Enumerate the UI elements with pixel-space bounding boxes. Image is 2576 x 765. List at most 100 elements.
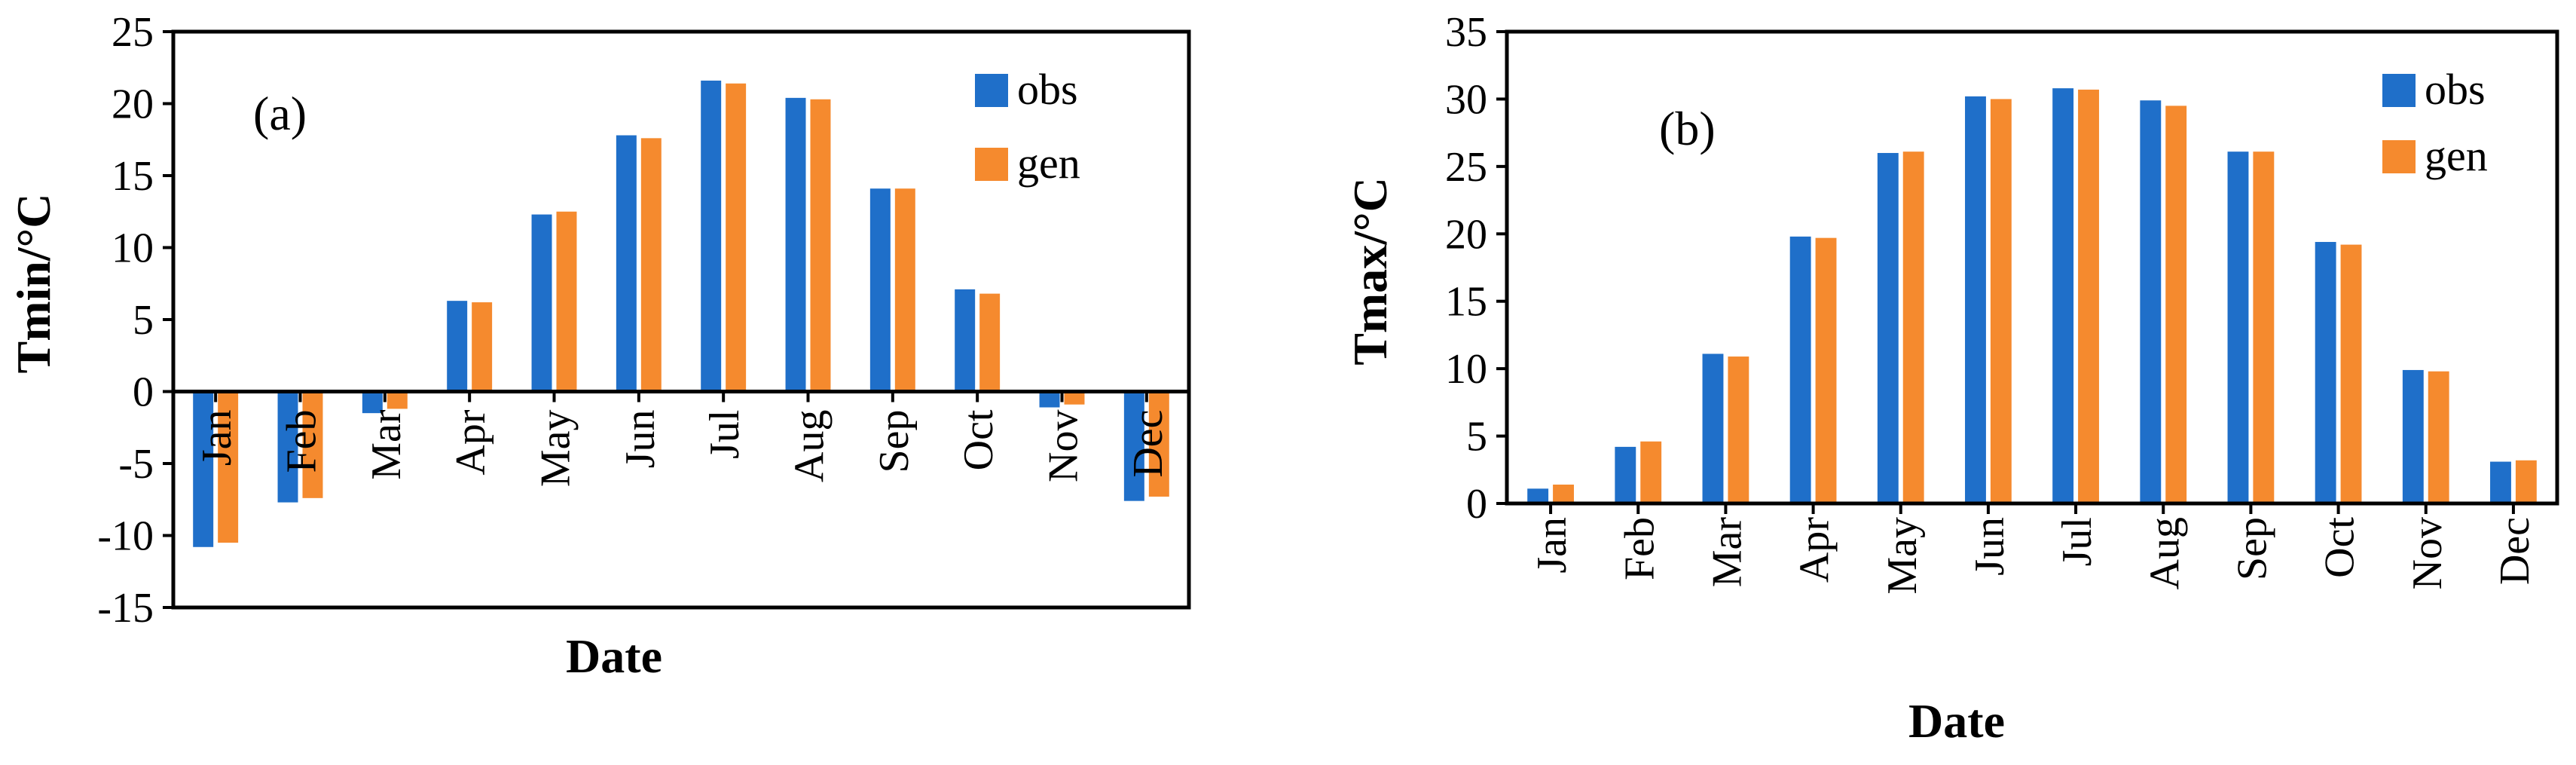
bar-gen-apr bbox=[1815, 237, 1837, 503]
legend-label-gen: gen bbox=[1017, 139, 1080, 188]
panel-b-tick-labels: 0 5 10 15 20 25 30 35 bbox=[1445, 9, 1487, 528]
bar-obs-may bbox=[531, 214, 552, 392]
bar-gen-aug bbox=[2165, 106, 2187, 503]
category-label-mar: Mar bbox=[1704, 517, 1750, 588]
panel-a-label: (a) bbox=[253, 87, 307, 140]
bar-gen-apr bbox=[472, 302, 493, 392]
category-label-jan: Jan bbox=[1529, 517, 1575, 574]
bar-obs-feb bbox=[277, 391, 298, 503]
bar-obs-may bbox=[1877, 152, 1899, 503]
category-label-aug: Aug bbox=[787, 410, 833, 482]
plot-frame bbox=[171, 29, 1191, 610]
category-label-may: May bbox=[1879, 517, 1926, 595]
y-tick-label: 0 bbox=[1466, 481, 1487, 528]
bar-obs-oct bbox=[2315, 242, 2336, 503]
y-tick-label: 5 bbox=[1466, 414, 1487, 461]
bar-obs-jan bbox=[193, 391, 214, 547]
bar-obs-mar bbox=[362, 391, 383, 414]
category-label-apr: Apr bbox=[1792, 517, 1838, 583]
panel-b-x-axis-label: Date bbox=[1908, 694, 2005, 748]
legend-swatch-gen bbox=[2382, 140, 2416, 173]
bar-obs-jan bbox=[1527, 488, 1549, 503]
category-label-jul: Jul bbox=[701, 410, 748, 459]
bar-gen-oct bbox=[979, 293, 1001, 392]
panel-b-legend: obs gen bbox=[2382, 65, 2488, 180]
bar-gen-feb bbox=[302, 391, 323, 498]
panel-a-bars bbox=[193, 80, 1169, 547]
bar-obs-apr bbox=[447, 301, 468, 392]
panel-a-y-axis-label: Tmin/°C bbox=[7, 194, 60, 374]
bar-gen-jan bbox=[1553, 484, 1574, 503]
category-label-apr: Apr bbox=[448, 409, 494, 475]
y-tick-label: -15 bbox=[97, 585, 154, 632]
panel-a-legend: obs gen bbox=[975, 65, 1080, 188]
bar-gen-jan bbox=[218, 391, 239, 543]
bar-obs-feb bbox=[1615, 446, 1636, 503]
panel-b-category-labels: Jan Feb Mar Apr May Jun Jul Aug Sep Oct Nov Dec bbox=[1529, 517, 2538, 595]
category-label-aug: Aug bbox=[2141, 517, 2188, 589]
bar-gen-nov bbox=[1064, 391, 1085, 405]
category-label-nov: Nov bbox=[2404, 517, 2451, 589]
bar-gen-aug bbox=[810, 99, 831, 392]
category-label-nov: Nov bbox=[1040, 410, 1087, 482]
bar-gen-nov bbox=[2428, 371, 2449, 503]
bar-gen-mar bbox=[387, 391, 408, 409]
category-label-jun: Jun bbox=[617, 410, 664, 469]
panel-b-y-axis-label: Tmax/°C bbox=[1343, 177, 1397, 366]
legend-swatch-gen bbox=[975, 148, 1008, 181]
category-label-dec: Dec bbox=[1125, 410, 1172, 478]
y-tick-label: 10 bbox=[1445, 346, 1487, 393]
bar-gen-may bbox=[556, 211, 577, 392]
panel-a-axes bbox=[163, 29, 1191, 610]
category-label-jul: Jul bbox=[2054, 517, 2101, 566]
y-tick-label: 0 bbox=[133, 369, 154, 416]
bar-obs-aug bbox=[785, 97, 806, 392]
y-tick-label: 25 bbox=[112, 9, 154, 56]
y-tick-label: 15 bbox=[112, 153, 154, 200]
category-label-sep: Sep bbox=[871, 410, 918, 473]
bar-gen-sep bbox=[2253, 151, 2275, 503]
y-tick-label: -10 bbox=[97, 513, 154, 560]
category-label-oct: Oct bbox=[955, 409, 1002, 470]
y-tick-label: 5 bbox=[133, 297, 154, 344]
bar-obs-jul bbox=[2052, 88, 2074, 504]
bar-obs-sep bbox=[869, 188, 891, 392]
legend-swatch-obs bbox=[2382, 74, 2416, 107]
bar-obs-sep bbox=[2227, 151, 2249, 503]
bar-gen-dec bbox=[1148, 391, 1169, 497]
bar-gen-oct bbox=[2340, 244, 2362, 503]
category-label-may: May bbox=[533, 410, 579, 488]
category-label-dec: Dec bbox=[2492, 517, 2538, 585]
panel-a-category-labels: Jan Feb Mar Apr May Jun Jul Aug Sep Oct Nov Dec bbox=[194, 409, 1172, 487]
category-label-mar: Mar bbox=[363, 409, 410, 480]
bar-gen-sep bbox=[894, 188, 915, 392]
panel-b-tmax-chart: 0 5 10 15 20 25 30 35 Jan Feb Mar Apr May Jun Jul Aug S… bbox=[1343, 9, 2559, 748]
category-label-jan: Jan bbox=[194, 410, 240, 467]
bar-gen-jul bbox=[726, 83, 747, 392]
bar-gen-dec bbox=[2515, 460, 2537, 503]
bar-gen-jun bbox=[640, 138, 662, 392]
bar-gen-jun bbox=[1990, 99, 2012, 503]
category-label-jun: Jun bbox=[1966, 517, 2013, 576]
panel-a-x-axis-label: Date bbox=[566, 629, 662, 683]
bar-gen-may bbox=[1902, 151, 1924, 503]
y-tick-label: 25 bbox=[1445, 144, 1487, 191]
bar-obs-jun bbox=[1965, 96, 1986, 503]
bar-obs-mar bbox=[1702, 353, 1724, 503]
bar-gen-mar bbox=[1728, 356, 1749, 503]
bar-obs-jul bbox=[701, 80, 722, 392]
y-tick-label: 35 bbox=[1445, 9, 1487, 56]
y-tick-label: 10 bbox=[112, 225, 154, 272]
bar-obs-apr bbox=[1789, 236, 1811, 503]
bar-obs-nov bbox=[1039, 391, 1060, 408]
y-tick-label: 15 bbox=[1445, 279, 1487, 326]
legend-label-obs: obs bbox=[1017, 65, 1078, 114]
panel-b-label: (b) bbox=[1659, 102, 1716, 155]
legend-label-gen: gen bbox=[2425, 131, 2488, 180]
bar-gen-feb bbox=[1640, 441, 1662, 503]
category-label-sep: Sep bbox=[2229, 517, 2275, 580]
bar-gen-jul bbox=[2078, 89, 2099, 503]
bar-obs-jun bbox=[616, 135, 637, 392]
category-label-oct: Oct bbox=[2317, 517, 2364, 578]
